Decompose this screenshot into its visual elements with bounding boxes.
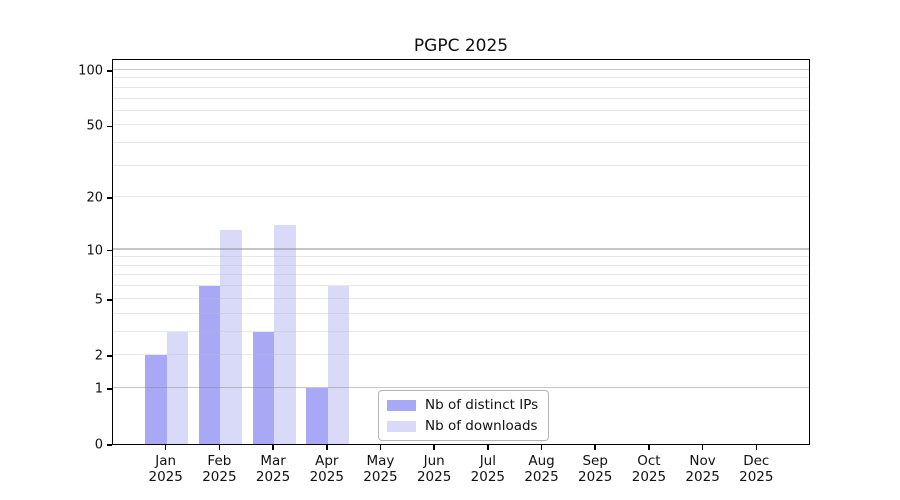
y-tick-2: [107, 355, 112, 357]
x-tick-jul: [487, 445, 489, 450]
x-tick-feb: [218, 445, 221, 450]
x-tick-label-aug: Aug 2025: [524, 453, 559, 485]
x-tick-dec: [755, 445, 758, 450]
gridline-minor-2: [113, 353, 809, 355]
bar-distinct-ips-mar: [252, 331, 275, 444]
gridline-minor-6: [113, 285, 809, 287]
legend-row-downloads: Nb of downloads: [387, 418, 538, 434]
x-tick-label-nov: Nov 2025: [685, 453, 720, 485]
legend-label-downloads: Nb of downloads: [425, 418, 538, 434]
y-tick-20: [107, 197, 112, 199]
x-tick-sep: [594, 445, 596, 450]
legend-swatch-distinct-ips: [387, 399, 416, 411]
x-tick-label-apr: Apr 2025: [309, 453, 344, 485]
x-tick-jun: [433, 445, 435, 450]
x-tick-label-oct: Oct 2025: [631, 453, 667, 485]
y-tick-label-0: 0: [94, 437, 103, 453]
gridlines-layer: [113, 60, 809, 444]
gridline-minor-7: [113, 274, 809, 276]
bar-distinct-ips-apr: [306, 387, 328, 444]
x-tick-label-sep: Sep 2025: [578, 453, 613, 485]
x-tick-aug: [540, 445, 543, 450]
gridline-major-10: [113, 248, 809, 250]
gridline-minor-40: [113, 142, 809, 143]
legend: Nb of distinct IPs Nb of downloads: [378, 390, 550, 441]
y-tick-1: [107, 388, 112, 390]
bar-downloads-mar: [274, 224, 296, 444]
y-tick-label-20: 20: [86, 190, 103, 206]
bar-distinct-ips-feb: [198, 286, 221, 444]
gridline-minor-4: [113, 312, 809, 314]
y-tick-10: [107, 249, 112, 252]
x-tick-label-jun: Jun 2025: [416, 453, 452, 485]
x-tick-label-dec: Dec 2025: [739, 453, 774, 485]
legend-row-distinct-ips: Nb of distinct IPs: [387, 397, 538, 413]
gridline-minor-90: [113, 77, 809, 79]
y-tick-label-100: 100: [78, 63, 103, 79]
y-tick-label-1: 1: [94, 381, 103, 397]
x-tick-apr: [326, 445, 328, 450]
y-tick-label-2: 2: [94, 348, 103, 364]
y-tick-label-50: 50: [86, 118, 103, 134]
x-tick-nov: [701, 445, 704, 450]
bar-downloads-apr: [327, 286, 350, 444]
y-tick-label-10: 10: [86, 243, 103, 259]
x-tick-label-mar: Mar 2025: [255, 453, 291, 485]
x-tick-label-may: May 2025: [363, 453, 398, 485]
gridline-minor-3: [113, 330, 809, 332]
gridline-minor-30: [113, 164, 809, 166]
gridline-minor-60: [113, 109, 809, 111]
gridline-minor-8: [113, 264, 809, 266]
x-tick-jan: [164, 445, 167, 450]
gridline-minor-50: [113, 124, 809, 126]
legend-label-distinct-ips: Nb of distinct IPs: [425, 397, 539, 413]
gridline-major-1: [113, 386, 809, 388]
gridline-minor-20: [113, 196, 809, 198]
gridline-minor-9: [113, 256, 809, 258]
x-tick-mar: [272, 445, 274, 450]
x-tick-label-feb: Feb 2025: [202, 453, 237, 485]
y-tick-0: [107, 444, 112, 446]
bars-layer: [113, 60, 809, 444]
bar-distinct-ips-jan: [145, 354, 167, 444]
x-tick-label-jul: Jul 2025: [470, 453, 506, 485]
y-tick-50: [107, 125, 112, 128]
y-tick-100: [107, 70, 112, 72]
x-tick-may: [379, 445, 382, 450]
chart-title: PGPC 2025: [413, 36, 509, 56]
gridline-minor-70: [113, 97, 809, 99]
gridline-minor-5: [113, 297, 809, 299]
bar-downloads-feb: [220, 230, 242, 444]
y-tick-5: [107, 299, 112, 301]
y-tick-label-5: 5: [94, 292, 103, 308]
x-tick-oct: [648, 445, 650, 450]
plot-area: [112, 59, 810, 445]
legend-swatch-downloads: [387, 420, 416, 432]
gridline-minor-80: [113, 86, 809, 88]
gridline-major-100: [113, 68, 809, 70]
x-tick-label-jan: Jan 2025: [148, 453, 183, 485]
bar-downloads-jan: [166, 331, 189, 444]
